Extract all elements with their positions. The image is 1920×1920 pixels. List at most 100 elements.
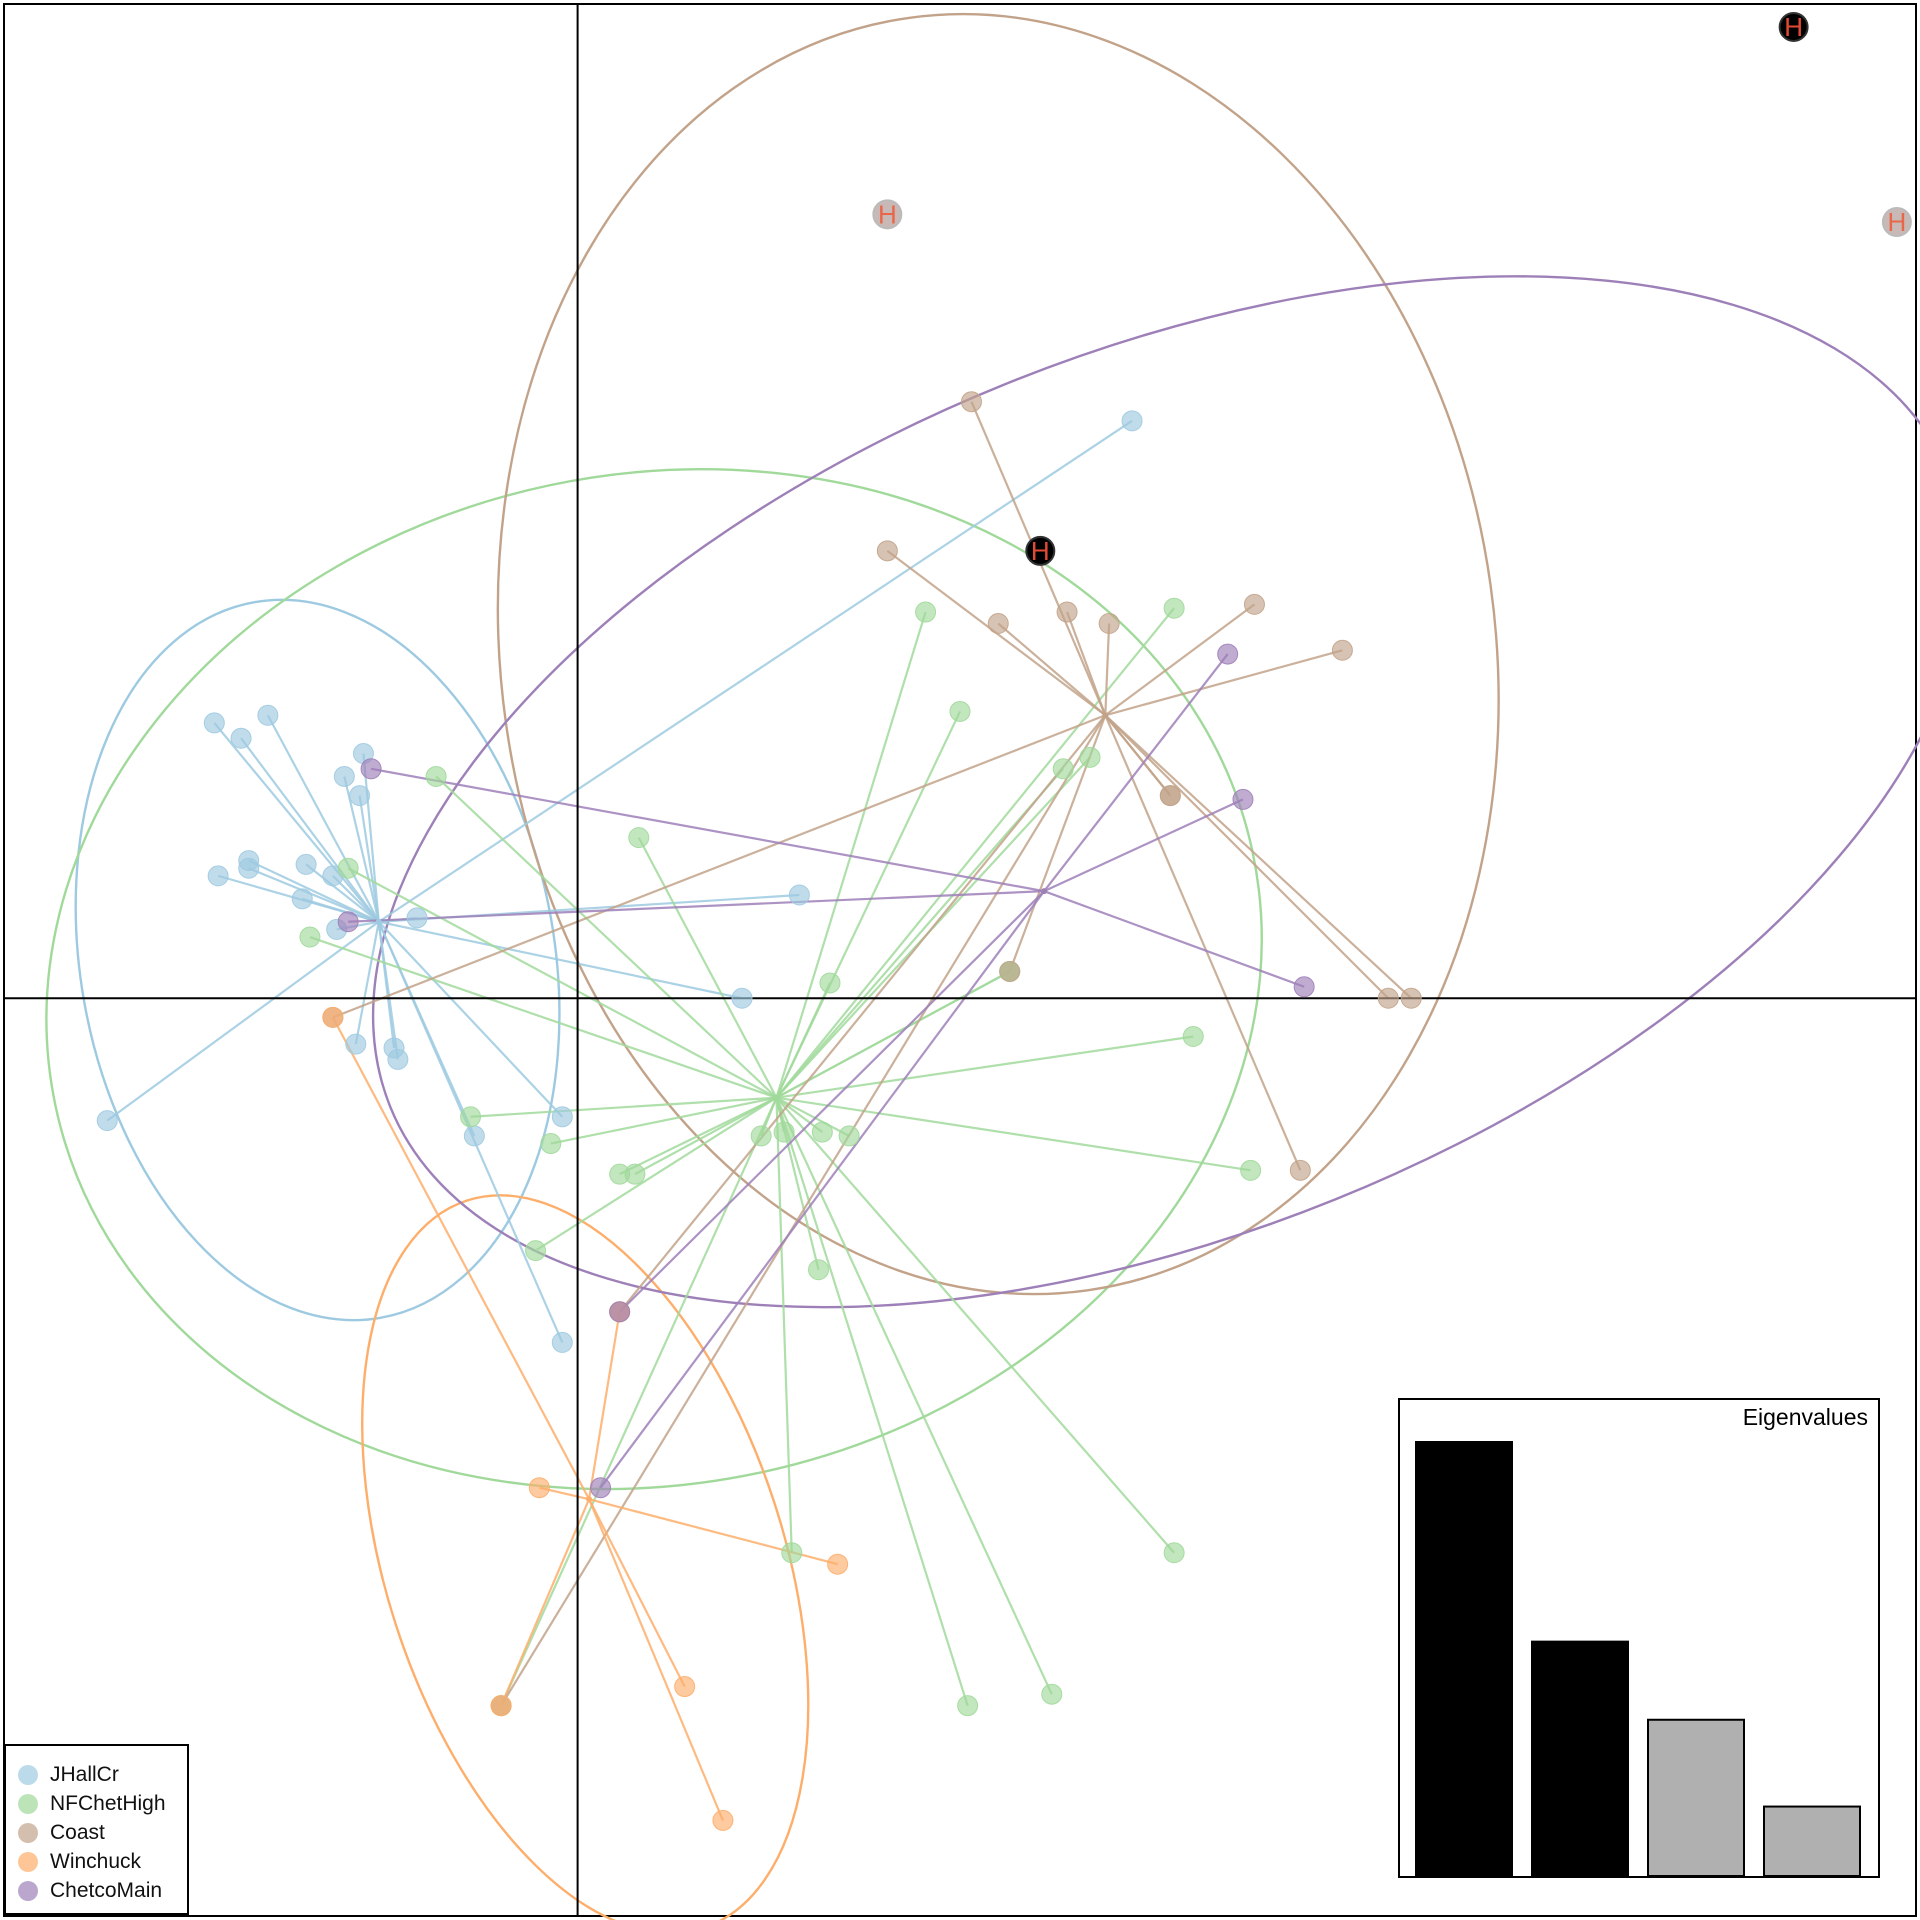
jhallcr-point bbox=[463, 1125, 485, 1147]
point-layer bbox=[96, 391, 1422, 1831]
jhallcr-point bbox=[788, 884, 810, 906]
coast-ellipse bbox=[496, 12, 1500, 1296]
nfchethigh-point bbox=[1163, 1542, 1185, 1564]
legend-item-coast: Coast bbox=[6, 1818, 187, 1847]
nfchethigh-spoke bbox=[500, 1097, 778, 1707]
chetcomain-point bbox=[1232, 788, 1254, 810]
nfchethigh-point bbox=[460, 1106, 482, 1128]
eigenvalue-bar bbox=[1415, 1441, 1513, 1877]
chetcomain-spoke bbox=[370, 767, 1045, 893]
legend-label: JHallCr bbox=[50, 1762, 119, 1786]
chetcomain-spoke bbox=[1043, 890, 1305, 988]
nfchethigh-spoke bbox=[470, 1096, 777, 1118]
jhallcr-point bbox=[257, 704, 279, 726]
chetcomain-point bbox=[1217, 643, 1239, 665]
jhallcr-point bbox=[203, 712, 225, 734]
jhallcr-spoke bbox=[301, 897, 380, 923]
chetcomain-spoke bbox=[1043, 653, 1229, 892]
legend-swatch bbox=[18, 1764, 38, 1785]
eigenvalue-bar bbox=[1531, 1640, 1629, 1877]
jhallcr-point bbox=[333, 765, 355, 787]
coast-spoke bbox=[1104, 623, 1111, 716]
nfchethigh-spoke bbox=[775, 970, 1011, 1099]
winchuck-spoke bbox=[587, 1311, 621, 1500]
winchuck-spoke bbox=[331, 1016, 591, 1500]
legend-label: ChetcoMain bbox=[50, 1878, 163, 1902]
jhallcr-point bbox=[551, 1331, 573, 1353]
legend-label: Winchuck bbox=[50, 1849, 142, 1873]
eigenvalues-title: Eigenvalues bbox=[1742, 1404, 1868, 1430]
nfchethigh-point bbox=[1163, 597, 1185, 619]
jhallcr-centroid bbox=[375, 918, 382, 925]
jhallcr-point bbox=[731, 987, 753, 1009]
nfchethigh-point bbox=[781, 1542, 803, 1564]
jhallcr-spoke bbox=[358, 795, 380, 922]
coast-point bbox=[1056, 601, 1078, 623]
jhallcr-spoke bbox=[354, 921, 380, 1045]
jhallcr-spoke bbox=[332, 875, 380, 923]
winchuck-ellipse bbox=[361, 1194, 810, 1920]
winchuck-point bbox=[712, 1809, 734, 1831]
chetcomain-point bbox=[1293, 976, 1315, 998]
jhallcr-point bbox=[291, 888, 313, 910]
chetcomain-spoke bbox=[1043, 798, 1244, 893]
eigenvalue-bar bbox=[1763, 1805, 1861, 1877]
nfchethigh-spoke bbox=[347, 867, 777, 1099]
chetcomain-centroid bbox=[1041, 888, 1048, 895]
winchuck-spoke bbox=[588, 1498, 724, 1821]
winchuck-spoke bbox=[588, 1498, 686, 1688]
nfchethigh-point bbox=[819, 972, 841, 994]
spoke-layer bbox=[106, 401, 1412, 1821]
legend-label: NFChetHigh bbox=[50, 1791, 166, 1815]
centroid-layer bbox=[375, 712, 1109, 1503]
jhallcr-spoke bbox=[377, 921, 564, 1118]
nfchethigh-point bbox=[1079, 746, 1101, 768]
nfchethigh-spoke bbox=[634, 1096, 777, 1176]
jhallcr-spoke bbox=[106, 920, 380, 1122]
nfchethigh-point bbox=[949, 700, 971, 722]
nfchethigh-point bbox=[773, 1121, 795, 1143]
winchuck-point bbox=[528, 1477, 550, 1499]
coast-spoke bbox=[500, 714, 1107, 1707]
chetcomain-spoke bbox=[348, 890, 1045, 923]
hybrid-marker-label: H bbox=[878, 199, 897, 229]
legend-swatch bbox=[18, 1880, 38, 1901]
nfchethigh-spoke bbox=[534, 1096, 778, 1252]
jhallcr-spoke bbox=[377, 921, 399, 1060]
nfchethigh-point bbox=[750, 1125, 772, 1147]
nfchethigh-point bbox=[540, 1133, 562, 1155]
winchuck-point bbox=[490, 1695, 512, 1717]
nfchethigh-point bbox=[811, 1121, 833, 1143]
nfchethigh-point bbox=[299, 926, 321, 948]
coast-spoke bbox=[1104, 714, 1412, 1000]
nfchethigh-point bbox=[525, 1240, 547, 1262]
jhallcr-point bbox=[238, 857, 260, 879]
legend-item-nfchethigh: NFChetHigh bbox=[6, 1789, 187, 1818]
coast-point bbox=[999, 960, 1021, 982]
coast-point bbox=[1400, 987, 1422, 1009]
coast-point bbox=[1159, 785, 1181, 807]
legend-swatch bbox=[18, 1793, 38, 1814]
legend: JHallCr NFChetHigh Coast Winchuck ChetcoMain bbox=[4, 1744, 189, 1915]
coast-point bbox=[1289, 1159, 1311, 1181]
hybrid-marker-label: H bbox=[1784, 12, 1803, 42]
legend-item-chetcomain: ChetcoMain bbox=[6, 1876, 187, 1905]
nfchethigh-point bbox=[628, 827, 650, 849]
nfchethigh-spoke bbox=[775, 1097, 969, 1707]
nfchethigh-spoke bbox=[435, 775, 778, 1099]
nfchethigh-point bbox=[1052, 758, 1074, 780]
chetcomain-point bbox=[609, 1301, 631, 1323]
winchuck-point bbox=[827, 1553, 849, 1575]
coast-spoke bbox=[332, 714, 1106, 1019]
jhallcr-point bbox=[207, 865, 229, 887]
coast-spoke bbox=[1105, 649, 1343, 717]
legend-swatch bbox=[18, 1822, 38, 1843]
nfchethigh-point bbox=[808, 1259, 830, 1281]
nfchethigh-spoke bbox=[776, 1035, 1194, 1099]
hybrid-marker bbox=[1881, 206, 1912, 237]
nfchethigh-point bbox=[1041, 1683, 1063, 1705]
coast-point bbox=[1331, 639, 1353, 661]
jhallcr-point bbox=[387, 1048, 409, 1070]
winchuck-centroid bbox=[586, 1496, 593, 1503]
